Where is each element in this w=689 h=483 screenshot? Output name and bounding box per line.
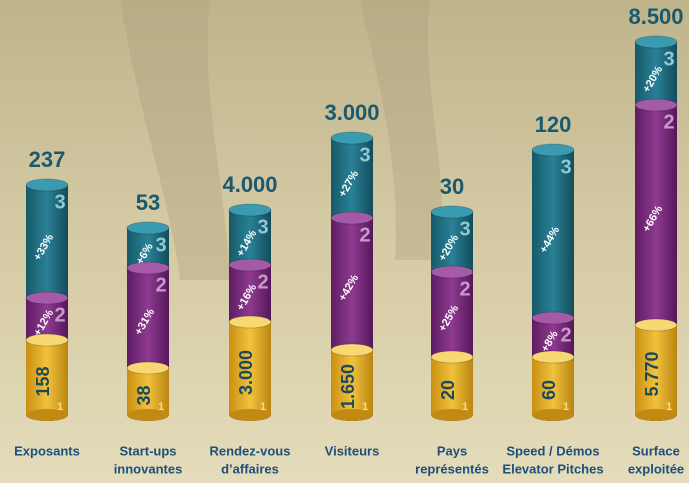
category-label: Elevator Pitches — [502, 461, 603, 476]
category-label: Rendez-vous — [210, 443, 291, 458]
edition-number: 3 — [560, 156, 571, 178]
edition-number: 3 — [54, 191, 65, 213]
cylinder-top — [127, 262, 169, 274]
category-label: d’affaires — [221, 461, 279, 476]
edition-number: 2 — [54, 304, 65, 326]
total-value: 30 — [440, 174, 464, 199]
edition-number: 1 — [158, 401, 164, 413]
category-label: Exposants — [14, 443, 80, 458]
infographic: 321+33%+12%158237Exposants321+6%+31%3853… — [0, 0, 689, 483]
base-value: 3.000 — [236, 350, 256, 395]
total-value: 53 — [136, 190, 160, 215]
category-label: Speed / Démos — [506, 443, 599, 458]
cylinder-top — [635, 36, 677, 48]
cylinder-top — [331, 132, 373, 144]
category-label: Pays — [437, 443, 467, 458]
cylinder-top — [127, 222, 169, 234]
edition-number: 1 — [666, 401, 672, 413]
cylinder-top — [532, 144, 574, 156]
category-label: Start-ups — [119, 443, 176, 458]
cylinder-top — [431, 266, 473, 278]
edition-number: 3 — [359, 144, 370, 166]
category-label: représentés — [415, 461, 489, 476]
cylinder-top — [331, 212, 373, 224]
cylinder-top — [431, 206, 473, 218]
total-value: 3.000 — [324, 100, 379, 125]
edition-number: 1 — [57, 401, 63, 413]
edition-number: 3 — [663, 48, 674, 70]
edition-number: 2 — [155, 274, 166, 296]
edition-number: 1 — [462, 401, 468, 413]
base-value: 60 — [539, 380, 559, 400]
cylinder-top — [532, 312, 574, 324]
category-label: Surface — [632, 443, 680, 458]
base-value: 38 — [134, 385, 154, 405]
edition-number: 2 — [663, 111, 674, 133]
category-label: Visiteurs — [325, 443, 380, 458]
edition-number: 3 — [257, 216, 268, 238]
cylinder-top — [229, 204, 271, 216]
edition-number: 3 — [459, 218, 470, 240]
total-value: 8.500 — [628, 4, 683, 29]
edition-number: 2 — [257, 271, 268, 293]
base-value: 1.650 — [338, 364, 358, 409]
cylinder-top — [635, 99, 677, 111]
cylinder-top — [431, 351, 473, 363]
cylinder-top — [532, 351, 574, 363]
edition-number: 1 — [260, 401, 266, 413]
base-value: 20 — [438, 380, 458, 400]
total-value: 4.000 — [222, 172, 277, 197]
category-label: innovantes — [114, 461, 183, 476]
category-label: exploitée — [628, 461, 684, 476]
edition-number: 1 — [362, 401, 368, 413]
total-value: 120 — [535, 112, 572, 137]
base-value: 5.770 — [642, 351, 662, 396]
edition-number: 2 — [459, 278, 470, 300]
base-value: 158 — [33, 366, 53, 396]
cylinder-top — [26, 292, 68, 304]
cylinder-top — [229, 316, 271, 328]
cylinder-top — [26, 334, 68, 346]
cylinder-top — [229, 259, 271, 271]
edition-number: 3 — [155, 234, 166, 256]
edition-number: 1 — [563, 401, 569, 413]
cylinder-top — [331, 344, 373, 356]
cylinder-top — [26, 179, 68, 191]
edition-number: 2 — [560, 324, 571, 346]
total-value: 237 — [29, 147, 66, 172]
edition-number: 2 — [359, 224, 370, 246]
cylinder-top — [127, 362, 169, 374]
cylinder-top — [635, 319, 677, 331]
